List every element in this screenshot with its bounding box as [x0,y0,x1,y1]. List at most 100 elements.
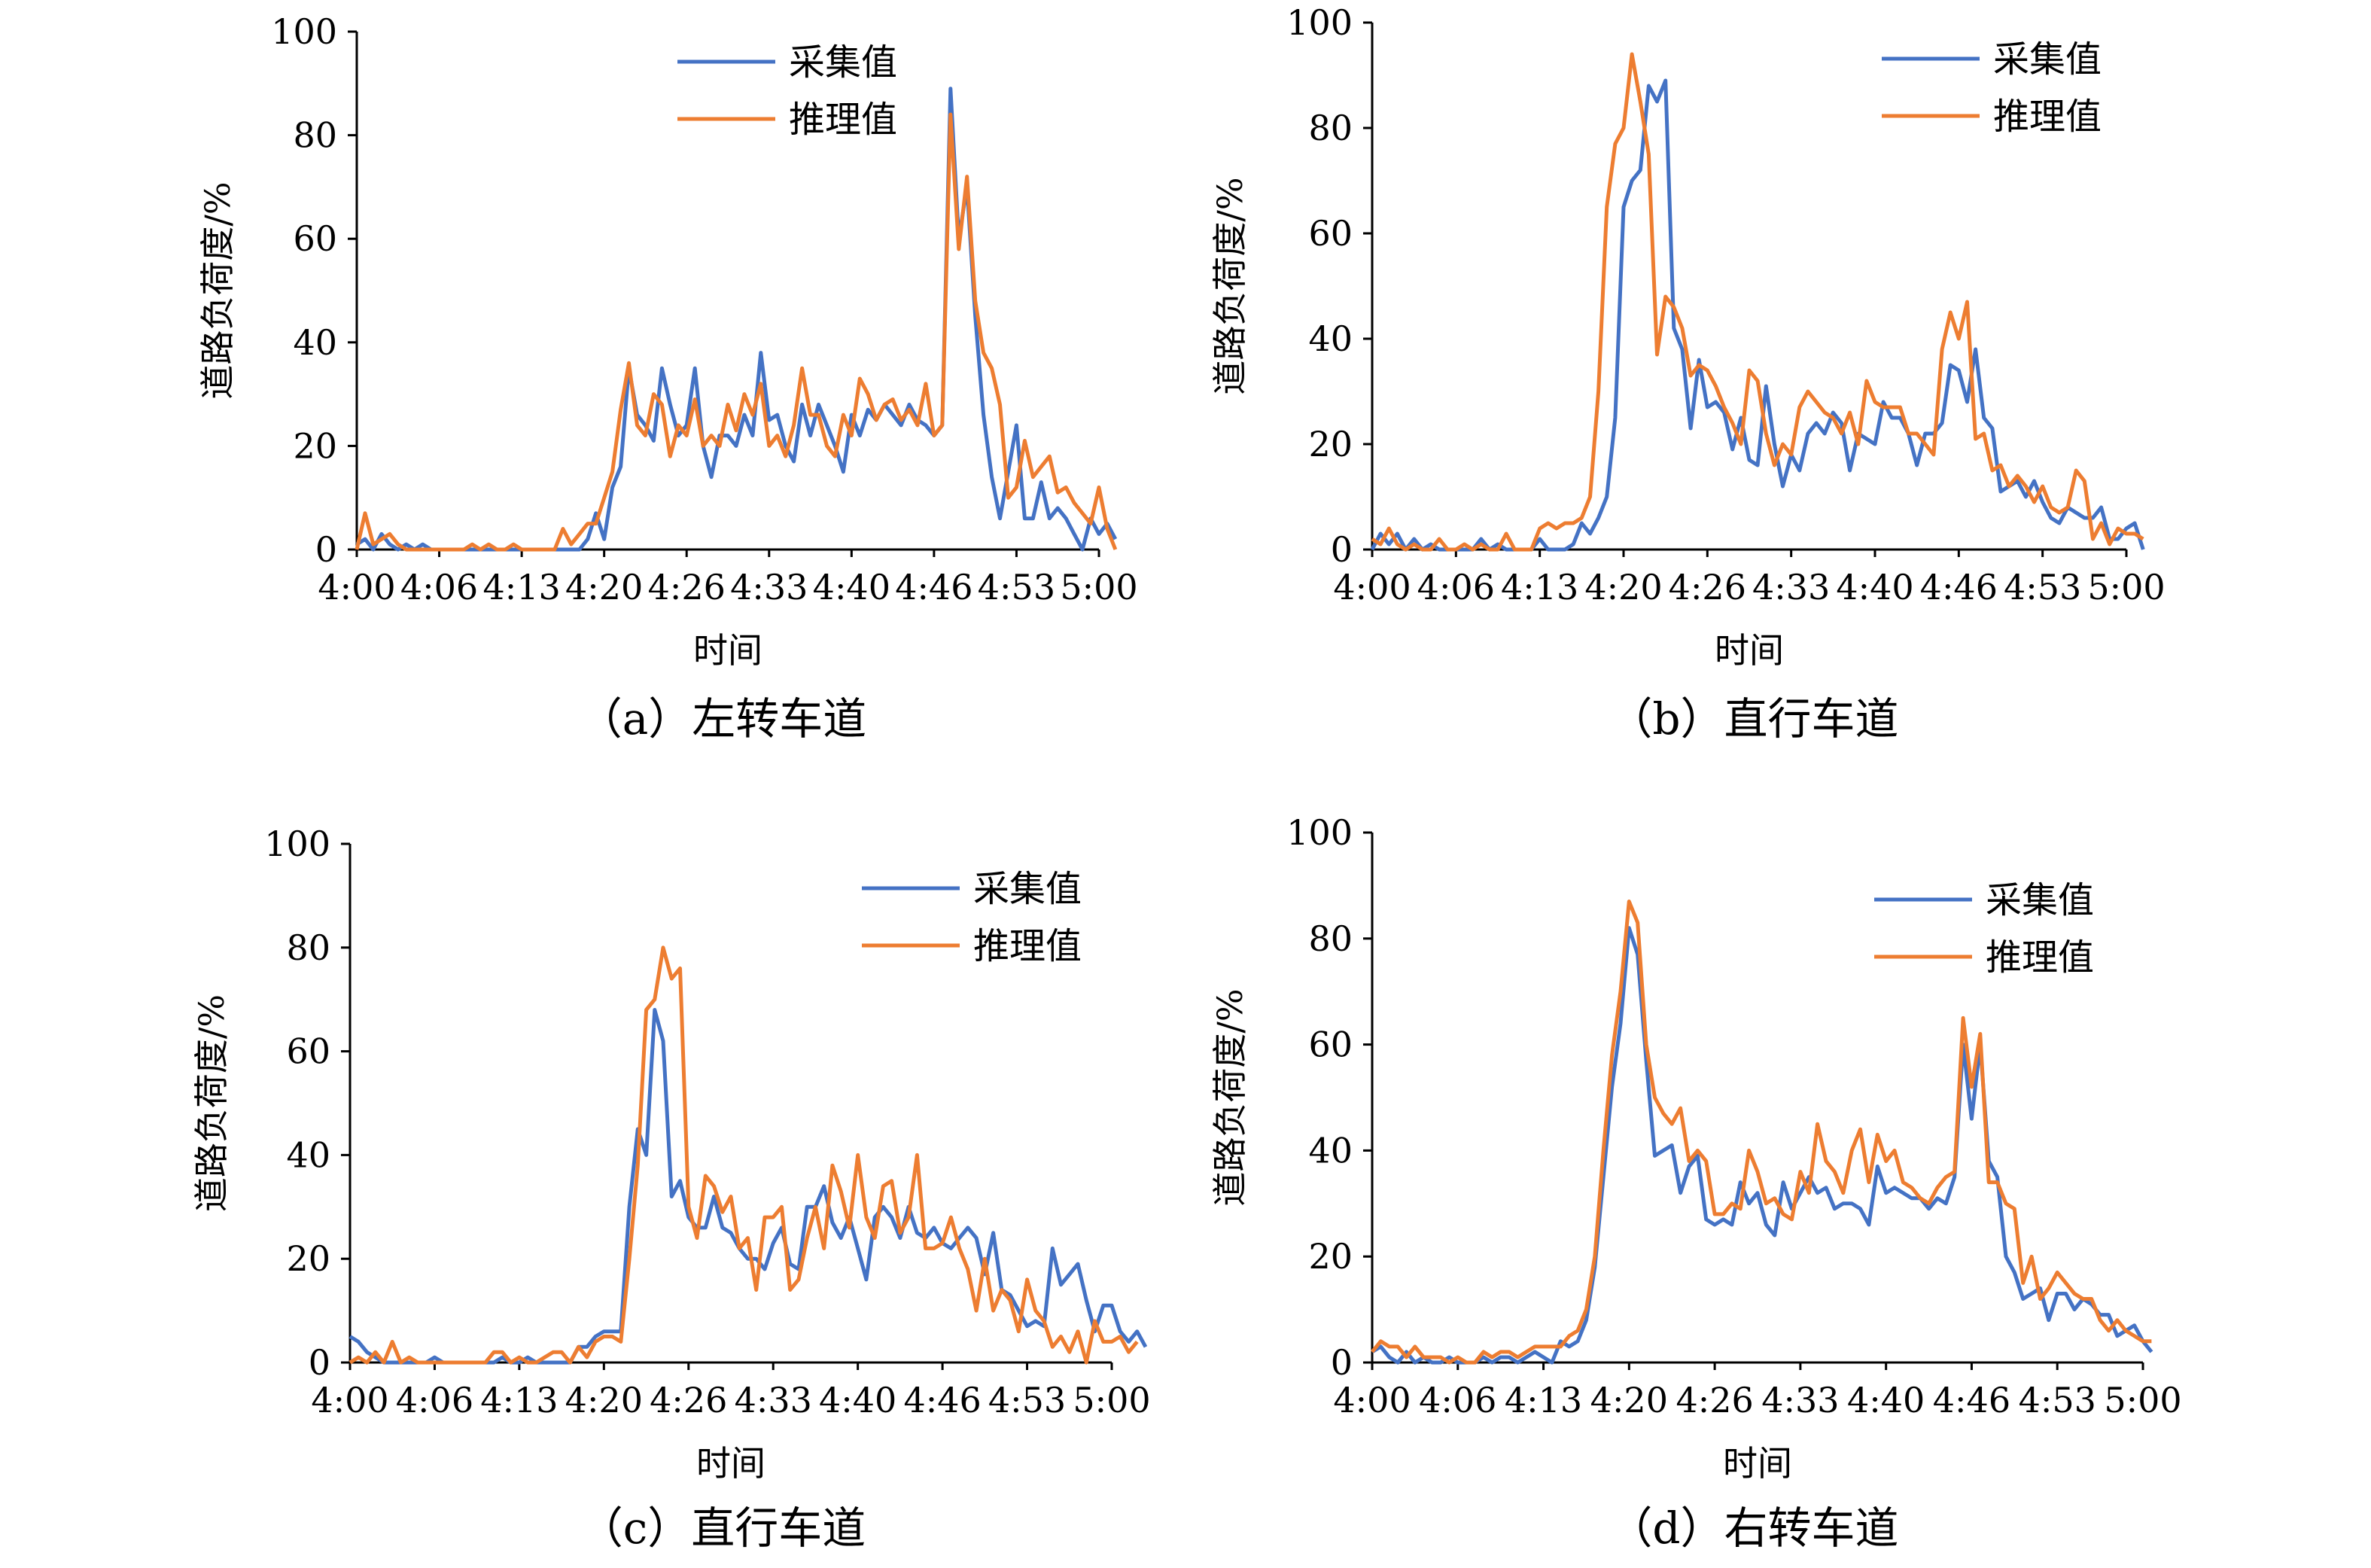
x-tick-label: 4:46 [1920,567,1998,607]
series-line-inferred [348,945,1139,1365]
chart-panel-a: 0 20 40 60 80 100 4:00 4:06 4:13 4:20 4:26 4:33 4:40… [197,11,1138,744]
chart-panel-d: 0 20 40 60 80 100 4:00 4:06 4:13 4:20 4:26 4:33 4:40… [1210,812,2182,1554]
x-tick-label: 4:53 [978,567,1055,607]
x-tick-label: 5:00 [2104,1380,2181,1420]
y-tick-label: 60 [1308,1025,1353,1065]
y-tick-label: 40 [286,1134,330,1175]
x-tick-label: 4:53 [2019,1380,2096,1420]
y-tick-label: 100 [264,824,330,864]
y-tick-label: 100 [271,11,337,52]
x-tick-label: 4:13 [1505,1380,1582,1420]
y-tick-label: 20 [293,425,337,466]
x-tick-label: 4:40 [813,567,890,607]
x-tick-label: 4:26 [1669,567,1746,607]
x-tick-label: 4:40 [1847,1380,1925,1420]
x-tick-label: 5:00 [2087,567,2165,607]
panel-caption: （c）直行车道 [580,1503,866,1554]
y-tick-label: 0 [315,529,337,570]
x-tick-label: 4:46 [903,1380,981,1420]
legend-label: 采集值 [973,868,1082,910]
x-tick-label: 4:40 [819,1380,896,1420]
x-tick-label: 4:33 [1752,567,1830,607]
x-tick-label: 4:00 [318,567,395,607]
x-tick-label: 4:20 [565,1380,643,1420]
x-tick-label: 4:40 [1836,567,1913,607]
y-tick-label: 60 [286,1031,330,1072]
chart-panel-b: 0 20 40 60 80 100 4:00 4:06 4:13 4:20 4:26 4:33 4:40… [1210,2,2166,744]
y-tick-label: 80 [286,927,330,968]
legend-label: 采集值 [789,41,897,84]
panel-caption: （b）直行车道 [1609,693,1898,744]
series-line-collected [348,1008,1148,1365]
x-tick-label: 4:26 [650,1380,727,1420]
x-axis-title: 时间 [696,1443,765,1484]
y-tick-label: 40 [1308,318,1353,359]
y-tick-label: 80 [1308,108,1353,148]
y-tick-label: 80 [1308,918,1353,959]
legend-label: 推理值 [1986,936,2094,979]
series-line-collected [1370,78,2145,552]
y-tick-label: 60 [293,218,337,259]
x-tick-label: 4:33 [730,567,808,607]
y-tick-label: 80 [293,115,337,156]
legend-label: 采集值 [1993,38,2102,81]
y-tick-label: 100 [1286,812,1353,853]
x-tick-label: 4:00 [311,1380,388,1420]
x-tick-label: 4:13 [480,1380,558,1420]
y-tick-label: 60 [1308,213,1353,254]
y-axis-title: 道路负荷度/% [1210,177,1250,394]
x-tick-label: 4:13 [482,567,560,607]
y-tick-label: 100 [1286,2,1353,43]
legend-label: 推理值 [1993,96,2102,138]
y-tick-label: 0 [309,1342,330,1383]
x-tick-label: 4:06 [1417,567,1495,607]
x-tick-label: 5:00 [1060,567,1137,607]
y-tick-label: 20 [1308,1236,1353,1277]
x-tick-label: 4:20 [1590,1380,1668,1420]
y-tick-label: 20 [286,1238,330,1279]
x-tick-label: 4:20 [1584,567,1662,607]
series-line-collected [1371,926,2153,1365]
x-tick-label: 4:46 [1933,1380,2010,1420]
x-axis-title: 时间 [1715,630,1784,671]
series-line-inferred [355,112,1118,552]
y-tick-label: 40 [1308,1130,1353,1171]
y-axis-title: 道路负荷度/% [191,994,232,1212]
series-line-collected [355,87,1118,552]
y-tick-label: 0 [1331,529,1353,570]
y-tick-label: 20 [1308,424,1353,464]
x-tick-label: 4:46 [895,567,972,607]
x-tick-label: 4:53 [2004,567,2081,607]
x-tick-label: 4:00 [1333,1380,1411,1420]
panel-caption: （a）左转车道 [579,693,867,744]
x-tick-label: 4:06 [396,1380,473,1420]
x-axis-title: 时间 [693,630,762,671]
y-tick-label: 40 [293,322,337,363]
legend-label: 采集值 [1986,879,2094,921]
x-tick-label: 5:00 [1073,1380,1150,1420]
x-tick-label: 4:06 [400,567,478,607]
x-tick-label: 4:33 [735,1380,812,1420]
series-line-inferred [1371,900,2152,1365]
x-tick-label: 4:20 [565,567,643,607]
series-line-inferred [1371,52,2144,552]
y-axis-title: 道路负荷度/% [1210,988,1250,1206]
x-tick-label: 4:00 [1333,567,1411,607]
panel-caption: （d）右转车道 [1609,1503,1898,1554]
y-axis-title: 道路负荷度/% [197,181,238,399]
legend-label: 推理值 [973,925,1082,967]
x-tick-label: 4:53 [988,1380,1066,1420]
chart-panel-c: 0 20 40 60 80 100 4:00 4:06 4:13 4:20 4:26 4:33 4:40… [191,824,1151,1554]
x-tick-label: 4:13 [1501,567,1578,607]
x-tick-label: 4:26 [1676,1380,1753,1420]
x-tick-label: 4:33 [1761,1380,1839,1420]
legend-label: 推理值 [789,99,897,141]
x-tick-label: 4:26 [648,567,726,607]
x-axis-title: 时间 [1723,1443,1792,1484]
y-tick-label: 0 [1331,1342,1353,1383]
